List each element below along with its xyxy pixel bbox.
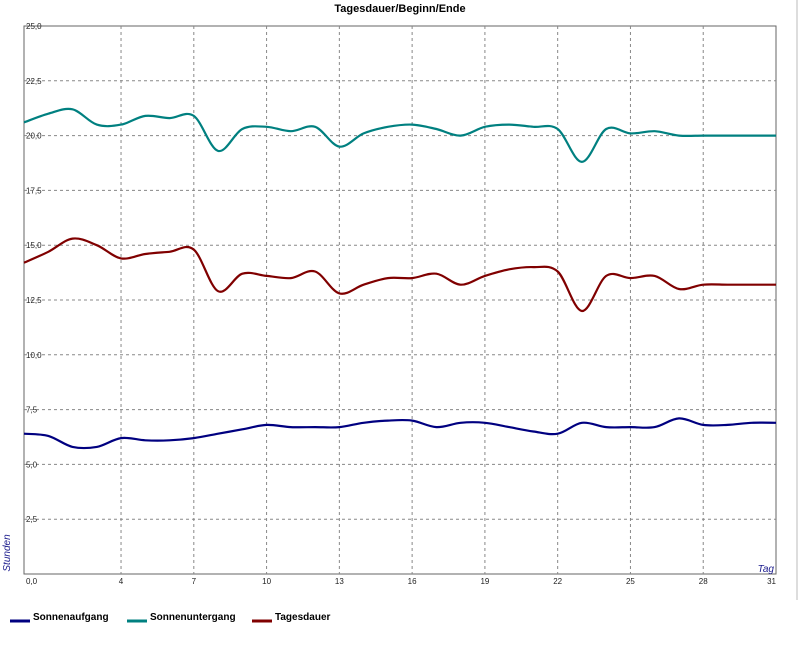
- y-tick-label: 17,5: [26, 186, 42, 195]
- legend-label: Sonnenaufgang: [33, 612, 109, 623]
- series-line-0: [23, 417, 777, 450]
- y-tick-label: 20,0: [26, 132, 42, 141]
- grid: [24, 26, 776, 574]
- legend: Sonnenaufgang Sonnenuntergang Tagesdauer: [10, 612, 330, 623]
- y-tick-label: 5,0: [26, 460, 38, 469]
- x-tick-labels: 0,0 4 7 10 13 16 19 22 25 28 31: [26, 577, 777, 586]
- y-tick-labels: 2,5 5,0 7,5 10,0 12,5 15,0 17,5 20,0 22,5 25,0: [26, 22, 42, 524]
- series-lines: [23, 107, 777, 450]
- plot-area: [23, 25, 777, 575]
- y-tick-label: 15,0: [26, 241, 42, 250]
- legend-label: Tagesdauer: [275, 612, 330, 623]
- x-tick-label: 13: [335, 577, 344, 586]
- series-line-2: [23, 237, 776, 313]
- x-tick-label: 19: [480, 577, 489, 586]
- y-tick-label: 22,5: [26, 77, 42, 86]
- series-line-1: [23, 107, 776, 163]
- x-tick-label: 22: [553, 577, 562, 586]
- legend-label: Sonnenuntergang: [150, 612, 236, 623]
- y-tick-label: 10,0: [26, 351, 42, 360]
- y-axis-label: Stunden: [2, 534, 13, 572]
- x-tick-label: 4: [119, 577, 124, 586]
- x-tick-label: 28: [699, 577, 708, 586]
- y-tick-label: 7,5: [26, 406, 38, 415]
- x-tick-label: 10: [262, 577, 271, 586]
- x-tick-label: 7: [192, 577, 197, 586]
- y-tick-label: 2,5: [26, 515, 38, 524]
- x-tick-label: 0,0: [26, 577, 38, 586]
- x-tick-label: 31: [767, 577, 776, 586]
- x-tick-label: 25: [626, 577, 635, 586]
- y-tick-label: 12,5: [26, 296, 42, 305]
- chart-title: Tagesdauer/Beginn/Ende: [334, 3, 465, 15]
- x-axis-label: Tag: [758, 564, 775, 575]
- x-tick-label: 16: [408, 577, 417, 586]
- y-tick-label: 25,0: [26, 22, 42, 31]
